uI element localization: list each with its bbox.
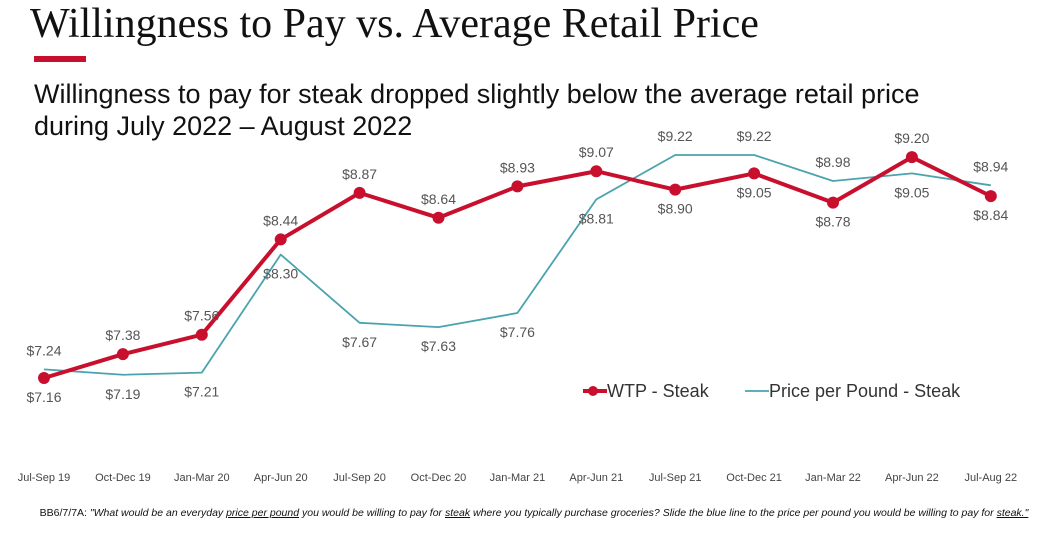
data-label: $9.07 xyxy=(579,144,614,160)
point xyxy=(432,211,445,224)
point xyxy=(827,196,839,209)
data-label: $7.63 xyxy=(421,338,456,354)
footnote-part: price per pound xyxy=(226,507,300,519)
data-label: $8.90 xyxy=(658,201,693,217)
data-label: $8.94 xyxy=(973,158,1008,174)
data-label: $9.22 xyxy=(658,128,693,144)
footnote-part: "What would be an everyday xyxy=(89,507,227,519)
data-label: $7.76 xyxy=(500,324,535,340)
x-tick-label: Jul-Aug 22 xyxy=(965,472,1018,484)
x-tick-label: Apr-Jun 22 xyxy=(885,472,939,484)
data-label: $7.67 xyxy=(342,334,377,350)
footnote-part: steak." xyxy=(996,507,1029,519)
data-label: $8.87 xyxy=(342,166,377,182)
data-label: $9.05 xyxy=(894,184,929,200)
data-label: $7.21 xyxy=(184,384,219,400)
data-label: $7.38 xyxy=(105,327,140,343)
point xyxy=(748,167,761,180)
point xyxy=(38,372,50,384)
point xyxy=(590,165,603,178)
data-label: $8.81 xyxy=(579,210,614,226)
data-label: $9.20 xyxy=(894,130,929,146)
x-tick-label: Apr-Jun 20 xyxy=(254,472,308,484)
footnote-part: BB6/7/7A: xyxy=(39,507,90,519)
footnote-part: steak xyxy=(444,507,471,519)
x-tick-label: Oct-Dec 19 xyxy=(95,472,151,484)
legend-swatch xyxy=(588,386,598,396)
data-label: $7.56 xyxy=(184,308,219,324)
x-tick-label: Jul-Sep 19 xyxy=(18,472,71,484)
x-tick-label: Oct-Dec 20 xyxy=(411,472,467,484)
point xyxy=(511,180,524,193)
x-tick-label: Oct-Dec 21 xyxy=(726,472,782,484)
point xyxy=(274,233,287,246)
point xyxy=(353,186,366,199)
title: Willingness to Pay vs. Average Retail Pr… xyxy=(30,1,759,47)
data-label: $8.98 xyxy=(815,154,850,170)
footnote-part: where you typically purchase groceries? … xyxy=(470,507,997,519)
data-label: $8.64 xyxy=(421,191,456,207)
x-tick-label: Apr-Jun 21 xyxy=(569,472,623,484)
x-tick-label: Jan-Mar 20 xyxy=(174,472,230,484)
x-tick-label: Jan-Mar 21 xyxy=(490,472,546,484)
footnote-part: you would be willing to pay for xyxy=(299,507,445,519)
x-tick-label: Jan-Mar 22 xyxy=(805,472,861,484)
point xyxy=(905,151,918,164)
x-tick-label: Jul-Sep 21 xyxy=(649,472,702,484)
data-label: $7.16 xyxy=(26,389,61,405)
point xyxy=(195,328,208,341)
data-label: $8.30 xyxy=(263,266,298,282)
legend-label: Price per Pound - Steak xyxy=(769,381,961,401)
footnote: BB6/7/7A: "What would be an everyday pri… xyxy=(34,507,1034,520)
data-label: $8.84 xyxy=(973,207,1008,223)
legend-label: WTP - Steak xyxy=(607,381,710,401)
point xyxy=(669,183,682,196)
data-label: $9.22 xyxy=(737,128,772,144)
data-label: $9.05 xyxy=(737,184,772,200)
data-label: $8.78 xyxy=(815,214,850,230)
data-label: $7.19 xyxy=(105,386,140,402)
subtitle: Willingness to pay for steak dropped sli… xyxy=(34,79,920,141)
data-label: $7.24 xyxy=(26,342,61,358)
data-label: $8.93 xyxy=(500,159,535,175)
line xyxy=(43,154,991,376)
x-tick-label: Jul-Sep 20 xyxy=(333,472,386,484)
point xyxy=(984,190,997,203)
data-label: $8.44 xyxy=(263,212,298,228)
point xyxy=(116,348,129,361)
title-accent xyxy=(34,56,86,62)
